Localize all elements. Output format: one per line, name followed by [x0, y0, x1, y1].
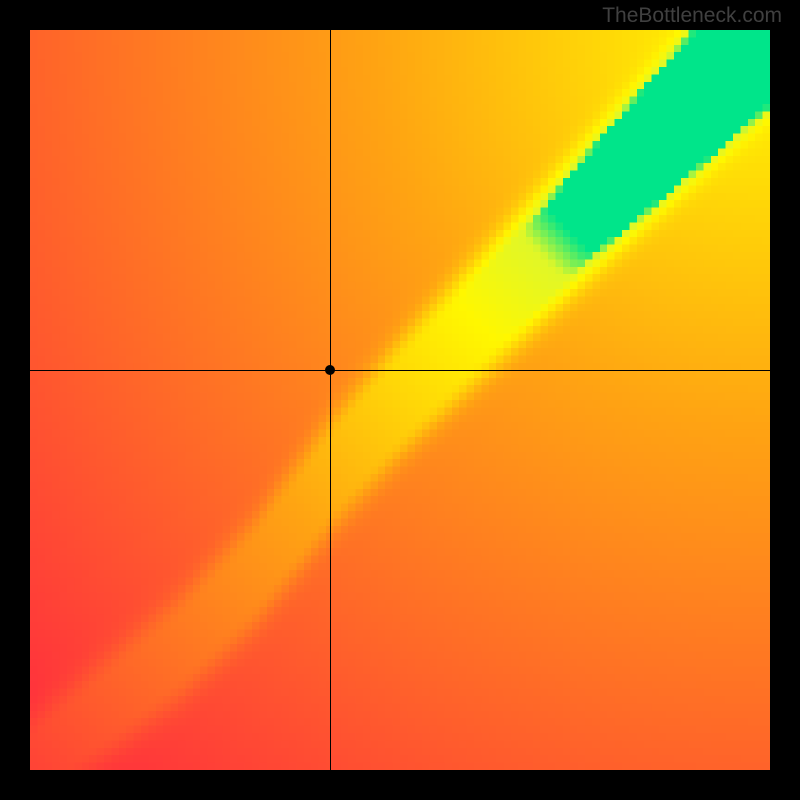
watermark-text: TheBottleneck.com [602, 4, 782, 28]
crosshair-horizontal [30, 370, 770, 371]
crosshair-marker [325, 365, 335, 375]
heatmap-plot [30, 30, 770, 770]
crosshair-vertical [330, 30, 331, 770]
heatmap-canvas [30, 30, 770, 770]
